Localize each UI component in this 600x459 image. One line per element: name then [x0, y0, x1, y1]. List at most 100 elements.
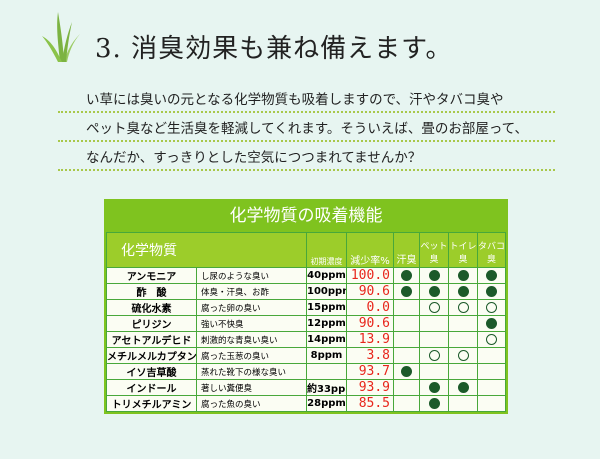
table-title: 化学物質の吸着機能 — [229, 206, 383, 226]
page-title: 3. 消臭効果も兼ね備えます。 — [95, 34, 453, 64]
cell-name: トリメチルアミン — [106, 395, 197, 412]
cell-mark — [419, 283, 449, 300]
cell-mark — [477, 363, 506, 380]
cell-rate: 100.0 — [346, 267, 394, 284]
cell-conc: 約33ppm — [306, 379, 347, 396]
cell-desc: 蒸れた靴下の様な臭い — [196, 363, 307, 380]
cell-mark — [448, 395, 478, 412]
filled-circle-icon — [486, 269, 497, 281]
cell-mark — [448, 315, 478, 332]
cell-name: ピリジン — [106, 315, 197, 332]
cell-mark — [477, 379, 506, 396]
open-circle-icon — [457, 349, 469, 361]
table-row: 酢 酸体臭・汗臭、お酢100ppm90.6 — [106, 283, 506, 300]
cell-rate: 0.0 — [346, 299, 394, 316]
divider — [58, 140, 555, 142]
cell-mark — [419, 267, 449, 284]
open-circle-icon — [457, 301, 469, 313]
table-row: イソ吉草酸 蒸れた靴下の様な臭い 93.7 — [106, 363, 506, 380]
cell-rate: 93.9 — [346, 379, 394, 396]
table-row: インドール著しい糞便臭約33ppm93.9 — [106, 379, 506, 396]
table-row: メチルメルカプタン 腐った玉葱の臭い 8ppm 3.8 — [106, 347, 506, 364]
cell-mark — [448, 363, 478, 380]
cell-name: 酢 酸 — [106, 283, 197, 300]
paragraph-line: ペット臭など生活臭を軽減してくれます。そういえば、畳のお部屋って、 — [86, 121, 528, 137]
cell-mark — [393, 395, 420, 412]
cell-desc: 腐った卵の臭い — [196, 299, 307, 316]
table-row: アセトアルデヒド 刺激的な青臭い臭い 14ppm 13.9 — [106, 331, 506, 348]
cell-desc: し尿のような臭い — [196, 267, 307, 284]
cell-desc: 著しい糞便臭 — [196, 379, 307, 396]
filled-circle-icon — [428, 269, 440, 281]
cell-mark — [393, 347, 420, 364]
filled-circle-icon — [486, 317, 497, 329]
cell-rate: 90.6 — [346, 283, 394, 300]
open-circle-icon — [486, 333, 497, 345]
cell-mark — [393, 315, 420, 332]
header-description — [196, 232, 307, 268]
open-circle-icon — [428, 301, 440, 313]
cell-mark — [393, 379, 420, 396]
cell-name: イソ吉草酸 — [106, 363, 197, 380]
cell-mark — [477, 299, 506, 316]
cell-mark — [419, 315, 449, 332]
cell-conc: 14ppm — [306, 331, 347, 348]
filled-circle-icon — [401, 285, 412, 297]
cell-mark — [448, 331, 478, 348]
grass-icon — [42, 12, 80, 62]
cell-mark — [448, 283, 478, 300]
cell-mark — [448, 379, 478, 396]
filled-circle-icon — [428, 397, 440, 409]
cell-desc: 腐った魚の臭い — [196, 395, 307, 412]
cell-desc: 体臭・汗臭、お酢 — [196, 283, 307, 300]
cell-mark — [477, 315, 506, 332]
cell-mark — [393, 299, 420, 316]
paragraph-line: なんだか、すっきりとした空気につつまれてませんか？ — [86, 150, 422, 166]
filled-circle-icon — [457, 285, 469, 297]
cell-rate: 90.6 — [346, 315, 394, 332]
cell-mark — [448, 299, 478, 316]
cell-mark — [419, 299, 449, 316]
table-row: 硫化水素 腐った卵の臭い 15ppm 0.0 — [106, 299, 506, 316]
cell-name: メチルメルカプタン — [106, 347, 197, 364]
header-rate: 減少率% — [346, 232, 394, 268]
cell-desc: 腐った玉葱の臭い — [196, 347, 307, 364]
cell-mark — [477, 395, 506, 412]
cell-name: インドール — [106, 379, 197, 396]
cell-conc: 12ppm — [306, 315, 347, 332]
cell-conc: 8ppm — [306, 347, 347, 364]
cell-desc: 刺激的な青臭い臭い — [196, 331, 307, 348]
cell-conc: 15ppm — [306, 299, 347, 316]
cell-rate: 85.5 — [346, 395, 394, 412]
cell-mark — [419, 379, 449, 396]
divider — [58, 169, 555, 171]
table-row: ピリジン 強い不快臭 12ppm 90.6 — [106, 315, 506, 332]
cell-conc: 40ppm — [306, 267, 347, 284]
adsorption-table: 化学物質の吸着機能 化学物質 初期濃度 減少率% 汗臭 ペット臭 トイレ臭 タバ… — [104, 199, 508, 414]
cell-rate: 13.9 — [346, 331, 394, 348]
header-sweat: 汗臭 — [393, 232, 420, 268]
cell-mark — [448, 267, 478, 284]
header-substance: 化学物質 — [106, 232, 197, 268]
cell-mark — [393, 363, 420, 380]
cell-rate: 3.8 — [346, 347, 394, 364]
cell-name: 硫化水素 — [106, 299, 197, 316]
filled-circle-icon — [428, 285, 440, 297]
header-pet: ペット臭 — [419, 232, 449, 268]
cell-mark — [393, 331, 420, 348]
cell-mark — [419, 395, 449, 412]
cell-mark — [448, 347, 478, 364]
divider — [58, 111, 555, 113]
open-circle-icon — [428, 349, 440, 361]
table-row: トリメチルアミン 腐った魚の臭い 28ppm 85.5 — [106, 395, 506, 412]
header-toilet: トイレ臭 — [448, 232, 478, 268]
cell-name: アセトアルデヒド — [106, 331, 197, 348]
cell-conc: 100ppm — [306, 283, 347, 300]
cell-mark — [477, 331, 506, 348]
cell-name: アンモニア — [106, 267, 197, 284]
cell-mark — [477, 347, 506, 364]
cell-mark — [393, 283, 420, 300]
cell-rate: 93.7 — [346, 363, 394, 380]
open-circle-icon — [486, 301, 497, 313]
filled-circle-icon — [428, 381, 440, 393]
